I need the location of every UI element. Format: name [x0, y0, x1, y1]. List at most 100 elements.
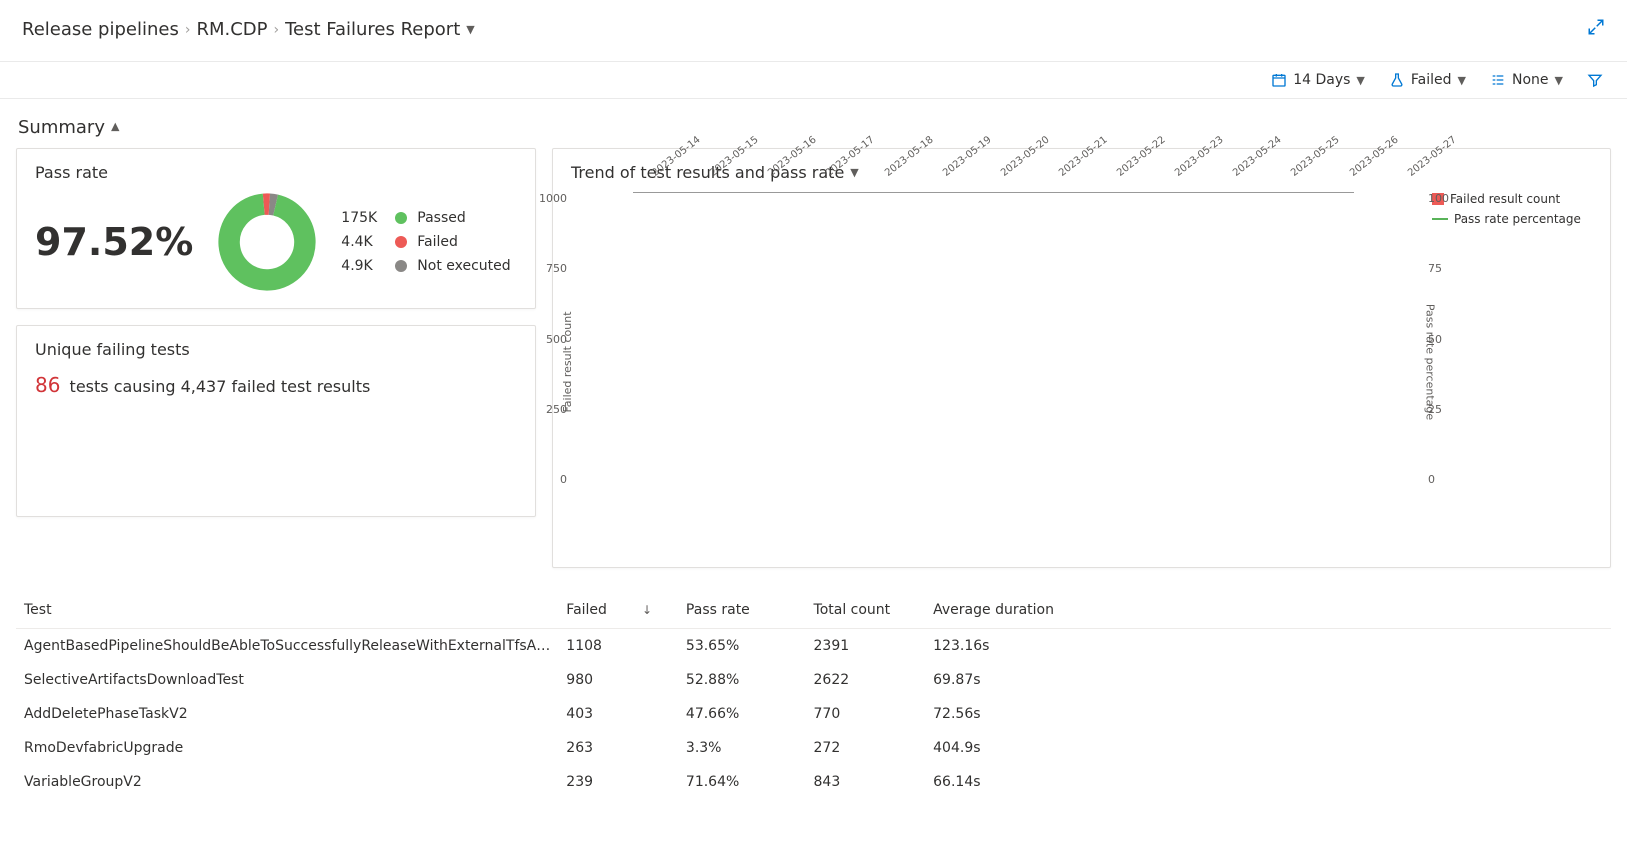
table-cell: 66.14s: [925, 765, 1611, 799]
table-cell: SelectiveArtifactsDownloadTest: [16, 663, 558, 697]
y-right-tick: 75: [1428, 262, 1458, 275]
pass-rate-donut: [217, 192, 317, 292]
legend-label: Failed: [417, 234, 458, 250]
outcome-filter-label: Failed: [1411, 72, 1452, 88]
table-header-row: TestFailed↓Pass rateTotal countAverage d…: [16, 592, 1611, 629]
chevron-down-icon: ▼: [1555, 74, 1563, 87]
chevron-down-icon: ▼: [1356, 74, 1364, 87]
beaker-icon: [1389, 72, 1405, 88]
legend-swatch: [395, 236, 407, 248]
y-left-tick: 1000: [533, 192, 567, 205]
table-row[interactable]: AddDeletePhaseTaskV240347.66%77072.56s: [16, 697, 1611, 731]
table-cell: 72.56s: [925, 697, 1611, 731]
chevron-down-icon: ▼: [466, 23, 474, 36]
table-cell: 123.16s: [925, 629, 1611, 664]
table-cell: 2391: [806, 629, 926, 664]
breadcrumb-current[interactable]: Test Failures Report ▼: [285, 19, 475, 40]
y-right-ticks: 1007550250: [1428, 192, 1458, 486]
legend-line-label: Pass rate percentage: [1454, 212, 1581, 226]
table-row[interactable]: AgentBasedPipelineShouldBeAbleToSuccessf…: [16, 629, 1611, 664]
table-body: AgentBasedPipelineShouldBeAbleToSuccessf…: [16, 629, 1611, 800]
pass-rate-value: 97.52%: [35, 220, 193, 264]
breadcrumb-separator: ›: [274, 22, 280, 38]
y-left-ticks: 1000 750 500 250 0: [533, 192, 567, 486]
breadcrumb-current-label: Test Failures Report: [285, 19, 460, 40]
page-header: Release pipelines › RM.CDP › Test Failur…: [0, 0, 1627, 62]
y-right-tick: 0: [1428, 473, 1458, 486]
page-root: Release pipelines › RM.CDP › Test Failur…: [0, 0, 1627, 799]
legend-count: 4.9K: [341, 258, 385, 274]
y-left-tick: 750: [533, 262, 567, 275]
table-row[interactable]: SelectiveArtifactsDownloadTest98052.88%2…: [16, 663, 1611, 697]
legend-swatch: [395, 260, 407, 272]
table-header-cell[interactable]: Total count: [806, 592, 926, 629]
outcome-filter[interactable]: Failed ▼: [1389, 72, 1466, 88]
group-by-label: None: [1512, 72, 1549, 88]
chevron-up-icon: ▼: [111, 121, 119, 134]
legend-count: 4.4K: [341, 234, 385, 250]
y-right-tick: 25: [1428, 403, 1458, 416]
pass-rate-legend: 175K Passed 4.4K Failed 4.9K Not executed: [341, 210, 510, 274]
table-cell: 47.66%: [678, 697, 806, 731]
table-cell: 71.64%: [678, 765, 806, 799]
trend-chart: Failed result count Pass rate percentage…: [571, 192, 1424, 532]
pass-rate-card: Pass rate 97.52% 175K Passed 4.4K Failed 4.9…: [16, 148, 536, 309]
breadcrumb-root-link[interactable]: Release pipelines: [22, 19, 179, 40]
calendar-icon: [1271, 72, 1287, 88]
legend-swatch: [395, 212, 407, 224]
y-left-tick: 250: [533, 403, 567, 416]
summary-cards: Pass rate 97.52% 175K Passed 4.4K Failed 4.9…: [0, 148, 1627, 580]
group-icon: [1490, 72, 1506, 88]
sort-descending-icon: ↓: [642, 603, 652, 617]
legend-count: 175K: [341, 210, 385, 226]
x-axis-labels: 2023-05-142023-05-152023-05-162023-05-17…: [633, 146, 1354, 192]
section-summary-label: Summary: [18, 117, 105, 138]
table-cell: 272: [806, 731, 926, 765]
trend-card: Trend of test results and pass rate ▼ Fa…: [552, 148, 1611, 568]
y-left-tick: 0: [533, 473, 567, 486]
table-header-cell[interactable]: Average duration: [925, 592, 1611, 629]
table-cell: AddDeletePhaseTaskV2: [16, 697, 558, 731]
unique-failing-title: Unique failing tests: [35, 340, 517, 359]
table-cell: 53.65%: [678, 629, 806, 664]
tests-table: TestFailed↓Pass rateTotal countAverage d…: [16, 592, 1611, 799]
y-right-tick: 50: [1428, 333, 1458, 346]
legend-row: 4.4K Failed: [341, 234, 510, 250]
table-cell: 52.88%: [678, 663, 806, 697]
legend-row: 4.9K Not executed: [341, 258, 510, 274]
table-cell: 1108: [558, 629, 678, 664]
table-cell: 2622: [806, 663, 926, 697]
table-cell: AgentBasedPipelineShouldBeAbleToSuccessf…: [16, 629, 558, 664]
filter-button[interactable]: [1587, 72, 1603, 88]
table-header-cell[interactable]: Pass rate: [678, 592, 806, 629]
table-cell: 239: [558, 765, 678, 799]
legend-label: Passed: [417, 210, 465, 226]
unique-failing-suffix: tests causing 4,437 failed test results: [70, 377, 371, 396]
table-row[interactable]: RmoDevfabricUpgrade2633.3%272404.9s: [16, 731, 1611, 765]
toolbar: 14 Days ▼ Failed ▼ None ▼: [0, 62, 1627, 99]
date-range-picker[interactable]: 14 Days ▼: [1271, 72, 1365, 88]
table-cell: VariableGroupV2: [16, 765, 558, 799]
date-range-label: 14 Days: [1293, 72, 1350, 88]
table-header-cell[interactable]: Failed↓: [558, 592, 678, 629]
table-header-cell[interactable]: Test: [16, 592, 558, 629]
breadcrumb: Release pipelines › RM.CDP › Test Failur…: [22, 19, 475, 40]
table-cell: 69.87s: [925, 663, 1611, 697]
pass-rate-title: Pass rate: [35, 163, 517, 182]
table-cell: 404.9s: [925, 731, 1611, 765]
table-cell: 843: [806, 765, 926, 799]
table-cell: 980: [558, 663, 678, 697]
fullscreen-button[interactable]: [1587, 18, 1605, 41]
breadcrumb-separator: ›: [185, 22, 191, 38]
legend-bar-label: Failed result count: [1450, 192, 1560, 206]
breadcrumb-mid-link[interactable]: RM.CDP: [196, 19, 267, 40]
table-cell: 3.3%: [678, 731, 806, 765]
table-cell: 263: [558, 731, 678, 765]
table-row[interactable]: VariableGroupV223971.64%84366.14s: [16, 765, 1611, 799]
y-left-tick: 500: [533, 333, 567, 346]
chevron-down-icon: ▼: [1458, 74, 1466, 87]
group-by-picker[interactable]: None ▼: [1490, 72, 1563, 88]
legend-label: Not executed: [417, 258, 510, 274]
unique-failing-count: 86: [35, 373, 60, 397]
table-cell: 403: [558, 697, 678, 731]
